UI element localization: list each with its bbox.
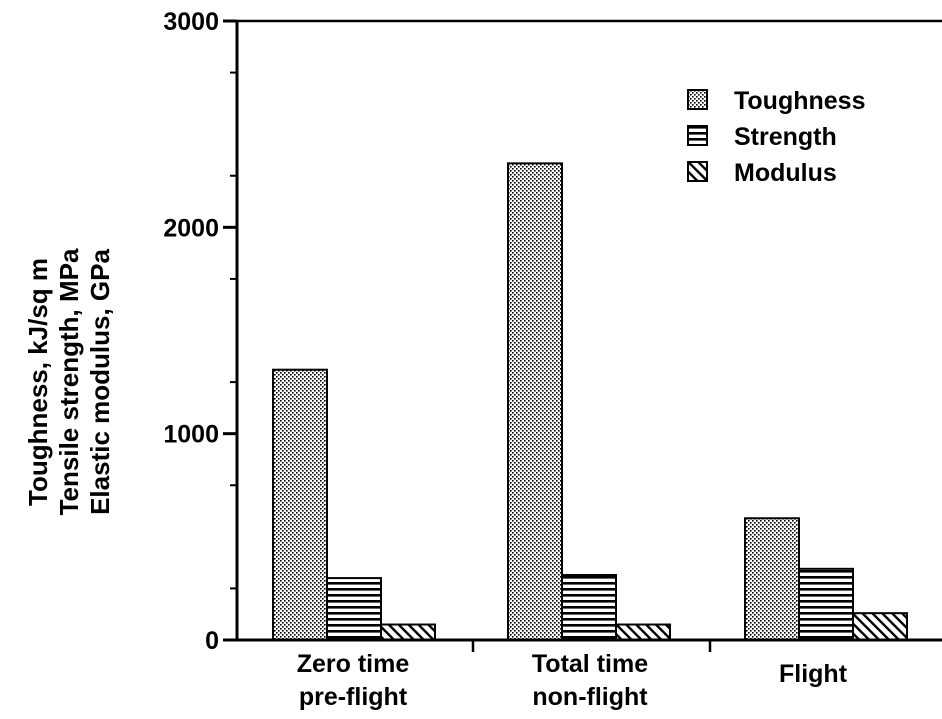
- x-ticks: Zero time pre-flight Total time non-flight F…: [297, 640, 848, 711]
- bar-strength: [326, 577, 382, 641]
- y-axis-label-line: Tensile strength, MPa: [54, 248, 84, 515]
- bar-modulus: [852, 612, 908, 642]
- bar-toughness: [744, 517, 800, 641]
- legend-label: Toughness: [734, 87, 865, 115]
- x-tick-label: Flight: [779, 660, 848, 688]
- y-axis-label-line: Toughness, kJ/sq m: [23, 258, 53, 506]
- y-axis-label: Toughness, kJ/sq m Tensile strength, MPa E…: [23, 248, 115, 515]
- bar-modulus: [615, 623, 671, 642]
- x-tick-label: non-flight: [532, 683, 648, 711]
- legend-swatch-toughness: [687, 89, 708, 110]
- bar-strength: [798, 567, 854, 641]
- y-ticks: 0 1000 2000 3000: [163, 8, 237, 655]
- y-tick-label: 2000: [163, 214, 219, 242]
- y-axis-label-line: Elastic modulus, GPa: [85, 249, 115, 515]
- legend-label: Modulus: [734, 159, 837, 187]
- x-tick-label: pre-flight: [299, 683, 408, 711]
- bar-modulus: [380, 623, 436, 642]
- legend: Toughness Strength Modulus: [687, 87, 865, 187]
- y-tick-label: 1000: [163, 421, 219, 449]
- axes: [235, 19, 942, 642]
- bar-toughness: [507, 162, 563, 641]
- bar-toughness: [272, 368, 328, 641]
- x-tick-label: Total time: [532, 650, 648, 678]
- bars: [272, 162, 908, 642]
- y-tick-label: 0: [205, 627, 219, 655]
- legend-swatch-strength: [687, 125, 708, 146]
- y-tick-label: 3000: [163, 8, 219, 36]
- legend-label: Strength: [734, 123, 837, 151]
- legend-swatch-modulus: [687, 161, 708, 182]
- bar-strength: [561, 574, 617, 642]
- x-tick-label: Zero time: [297, 650, 410, 678]
